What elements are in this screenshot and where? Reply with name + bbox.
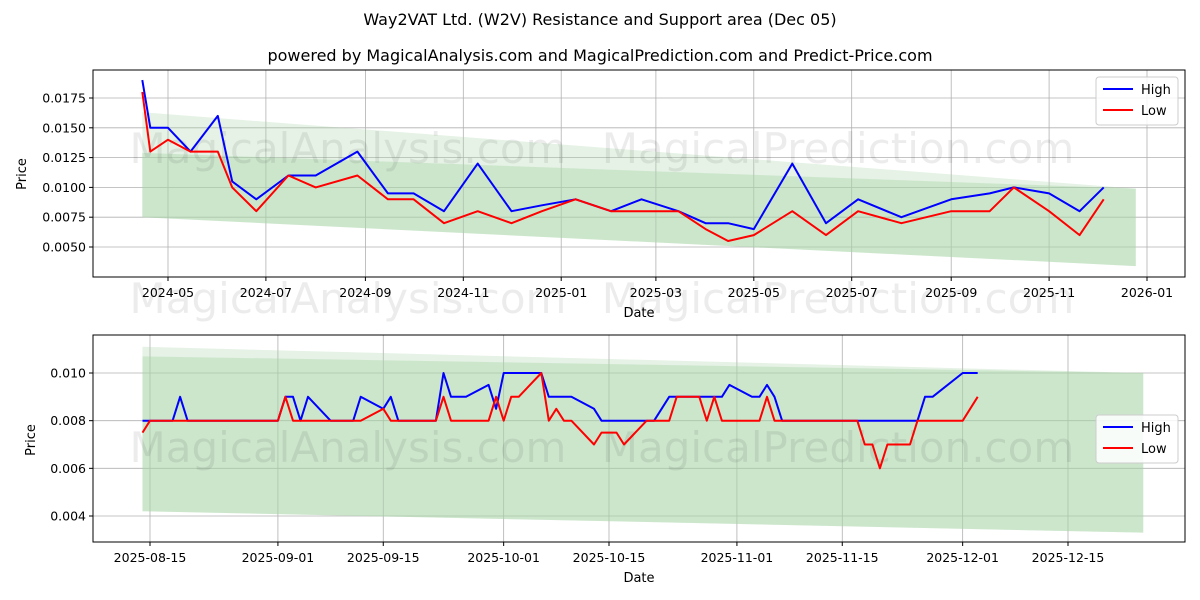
bottom-watermarks: MagicalAnalysis.com MagicalPrediction.com [130, 423, 1075, 472]
legend-low-label: Low [1141, 104, 1167, 119]
bottom-plot-frame [92, 334, 1186, 543]
legend-high-label: High [1141, 421, 1171, 436]
y-tick-label: 0.0150 [42, 120, 86, 135]
x-tick-label: 2025-11-01 [701, 550, 774, 565]
watermark-text: MagicalPrediction.com [602, 423, 1075, 472]
x-tick-label: 2025-09 [925, 285, 977, 300]
bottom-y-axis-label: Price [24, 424, 39, 456]
bottom-x-axis-ticks: 2025-08-15 2025-09-01 2025-09-15 2025-10-01… [114, 542, 1105, 565]
chart-subtitle: powered by MagicalAnalysis.com and Magic… [267, 46, 933, 65]
top-y-axis-ticks: 0.0050 0.0075 0.0100 0.0125 0.0150 0.0175 [42, 91, 93, 255]
y-tick-label: 0.0100 [42, 180, 86, 195]
legend-high-label: High [1141, 83, 1171, 98]
bottom-price-lines [141, 372, 979, 470]
resistance-band-outer [142, 346, 1144, 533]
low-price-line [141, 91, 1105, 242]
watermark-text: MagicalAnalysis.com [130, 423, 567, 472]
x-tick-label: 2026-01 [1121, 285, 1173, 300]
x-tick-label: 2025-09-01 [242, 550, 315, 565]
x-tick-label: 2024-05 [142, 285, 194, 300]
chart-title: Way2VAT Ltd. (W2V) Resistance and Suppor… [363, 10, 837, 29]
x-tick-label: 2025-12-01 [926, 550, 999, 565]
y-tick-label: 0.006 [50, 461, 86, 476]
low-price-line [141, 372, 979, 470]
x-tick-label: 2025-12-15 [1032, 550, 1105, 565]
bottom-legend: High Low [1095, 414, 1179, 464]
top-x-axis-label: Date [623, 306, 654, 321]
top-plot-frame [92, 69, 1186, 278]
high-price-line [142, 372, 978, 422]
x-tick-label: 2025-09-15 [347, 550, 420, 565]
x-tick-label: 2024-09 [339, 285, 391, 300]
y-tick-label: 0.008 [50, 413, 86, 428]
x-tick-label: 2025-03 [630, 285, 682, 300]
x-tick-label: 2025-01 [535, 285, 587, 300]
top-x-axis-ticks: 2024-05 2024-07 2024-09 2024-11 2025-01 2025-… [142, 277, 1173, 300]
x-tick-label: 2024-11 [437, 285, 489, 300]
watermark-text: MagicalAnalysis.com [130, 124, 567, 173]
bottom-y-axis-ticks: 0.004 0.006 0.008 0.010 [50, 366, 93, 524]
support-band-inner [142, 152, 1136, 267]
y-tick-label: 0.0075 [42, 210, 86, 225]
y-tick-label: 0.0175 [42, 91, 86, 106]
bottom-x-axis-label: Date [623, 571, 654, 586]
x-tick-label: 2025-07 [826, 285, 878, 300]
y-tick-label: 0.010 [50, 366, 86, 381]
legend-low-label: Low [1141, 442, 1167, 457]
bottom-chart: MagicalAnalysis.com MagicalPrediction.com… [24, 334, 1186, 586]
x-tick-label: 2025-08-15 [114, 550, 187, 565]
top-legend: High Low [1095, 76, 1179, 126]
y-tick-label: 0.004 [50, 509, 86, 524]
x-tick-label: 2025-11-15 [806, 550, 879, 565]
top-y-axis-label: Price [15, 158, 30, 190]
top-watermarks: MagicalAnalysis.com MagicalPrediction.com… [130, 124, 1075, 323]
watermark-text: MagicalAnalysis.com [130, 274, 567, 323]
watermark-text: MagicalPrediction.com [602, 124, 1075, 173]
x-tick-label: 2025-10-15 [573, 550, 646, 565]
x-tick-label: 2025-10-01 [467, 550, 540, 565]
top-support-resistance-band [142, 112, 1136, 267]
resistance-band-outer [142, 112, 1136, 267]
x-tick-label: 2025-05 [728, 285, 780, 300]
y-tick-label: 0.0125 [42, 150, 86, 165]
x-tick-label: 2025-11 [1023, 285, 1075, 300]
top-price-lines [141, 79, 1105, 242]
y-tick-label: 0.0050 [42, 240, 86, 255]
x-tick-label: 2024-07 [240, 285, 292, 300]
top-chart: MagicalAnalysis.com MagicalPrediction.com… [15, 69, 1186, 323]
watermark-text: MagicalPrediction.com [602, 274, 1075, 323]
